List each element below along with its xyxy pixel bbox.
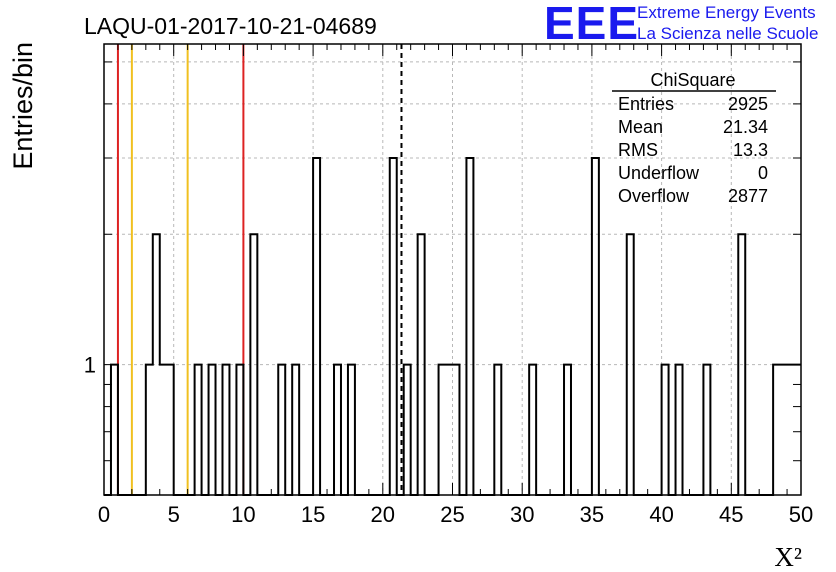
axes bbox=[103, 43, 802, 496]
stats-value-overflow: 2877 bbox=[728, 186, 768, 206]
stats-label-overflow: Overflow bbox=[618, 186, 690, 206]
tick-labels: 0 5 10 15 20 25 30 35 40 45 50 1 bbox=[84, 353, 813, 527]
x-tick-label: 35 bbox=[580, 502, 604, 527]
chart-title: LAQU-01-2017-10-21-04689 bbox=[84, 13, 377, 39]
eee-logo: EEE Extreme Energy Events La Scienza nel… bbox=[540, 0, 832, 49]
y-axis-label: Entries/bin bbox=[8, 42, 38, 170]
eee-logo-mark: EEE bbox=[544, 0, 640, 49]
stats-label-entries: Entries bbox=[618, 94, 674, 114]
eee-logo-line2: La Scienza nelle Scuole bbox=[637, 24, 819, 43]
x-tick-label: 0 bbox=[98, 502, 110, 527]
x-tick-label: 30 bbox=[510, 502, 534, 527]
y-tick-label: 1 bbox=[84, 353, 96, 378]
x-axis-label: X² bbox=[774, 542, 802, 572]
stats-value-rms: 13.3 bbox=[733, 140, 768, 160]
stats-value-entries: 2925 bbox=[728, 94, 768, 114]
x-tick-label: 50 bbox=[789, 502, 813, 527]
x-tick-label: 45 bbox=[719, 502, 743, 527]
x-tick-label: 40 bbox=[649, 502, 673, 527]
stats-label-mean: Mean bbox=[618, 117, 663, 137]
x-tick-label: 10 bbox=[231, 502, 255, 527]
x-tick-label: 15 bbox=[301, 502, 325, 527]
stats-title: ChiSquare bbox=[650, 70, 735, 90]
stats-box: ChiSquare Entries 2925 Mean 21.34 RMS 13… bbox=[612, 70, 776, 206]
x-tick-label: 20 bbox=[371, 502, 395, 527]
stats-value-mean: 21.34 bbox=[723, 117, 768, 137]
stats-label-rms: RMS bbox=[618, 140, 658, 160]
x-tick-label: 25 bbox=[440, 502, 464, 527]
eee-logo-line1: Extreme Energy Events bbox=[637, 3, 816, 22]
stats-value-underflow: 0 bbox=[758, 163, 768, 183]
stats-label-underflow: Underflow bbox=[618, 163, 700, 183]
x-tick-label: 5 bbox=[168, 502, 180, 527]
